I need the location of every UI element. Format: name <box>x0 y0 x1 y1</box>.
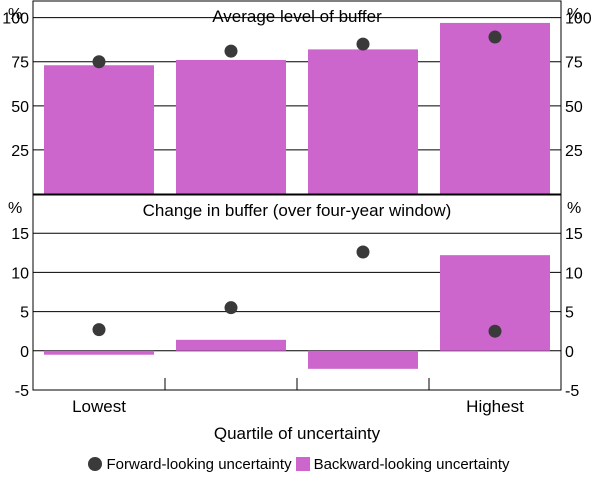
legend-item-forward: Forward-looking uncertainty <box>88 455 292 473</box>
bar-change-2 <box>176 339 286 351</box>
ytick-left-level: 100 <box>2 11 29 28</box>
panel-title-level: Average level of buffer <box>212 7 382 26</box>
dot-level-4 <box>488 30 502 44</box>
ytick-left-change: 5 <box>20 305 29 322</box>
ytick-right-level: 100 <box>565 11 592 28</box>
unit-left-change: % <box>8 200 22 217</box>
ytick-left-level: 25 <box>11 143 29 160</box>
ytick-right-change: 10 <box>565 265 583 282</box>
ytick-left-level: 50 <box>11 99 29 116</box>
bar-level-2 <box>176 59 286 194</box>
legend-label-backward: Backward-looking uncertainty <box>313 455 510 473</box>
ytick-right-change: -5 <box>565 383 579 400</box>
unit-right-level: % <box>567 6 581 23</box>
dot-level-2 <box>224 44 238 58</box>
ytick-left-change: 0 <box>20 344 29 361</box>
dot-change-4 <box>488 324 502 338</box>
bar-level-4 <box>440 22 550 194</box>
ytick-left-change: 15 <box>11 226 29 243</box>
ytick-right-level: 75 <box>565 55 583 72</box>
legend-item-backward: Backward-looking uncertainty <box>295 455 510 473</box>
x-axis-title: Quartile of uncertainty <box>214 424 381 443</box>
dot-change-1 <box>92 323 106 337</box>
dot-change-3 <box>356 245 370 259</box>
legend-dot-marker <box>88 457 103 471</box>
ytick-right-change: 15 <box>565 226 583 243</box>
legend-label-forward: Forward-looking uncertainty <box>106 455 292 473</box>
bar-level-1 <box>44 65 154 194</box>
bar-level-3 <box>308 49 418 194</box>
legend-bar-marker <box>295 457 310 471</box>
unit-left-level: % <box>8 6 22 23</box>
bar-change-1 <box>44 350 154 355</box>
ytick-left-change: -5 <box>15 383 29 400</box>
xtick-label-4: Highest <box>466 397 524 416</box>
bar-change-3 <box>308 350 418 369</box>
dot-change-2 <box>224 301 238 315</box>
ytick-left-level: 75 <box>11 55 29 72</box>
legend: Forward-looking uncertainty Backward-loo… <box>0 452 598 476</box>
ytick-right-level: 25 <box>565 143 583 160</box>
panel-frame-level <box>32 0 562 195</box>
ytick-right-change: 5 <box>565 305 574 322</box>
xtick-label-1: Lowest <box>72 397 126 416</box>
ytick-left-change: 10 <box>11 265 29 282</box>
dot-level-1 <box>92 55 106 69</box>
unit-right-change: % <box>567 200 581 217</box>
ytick-right-change: 0 <box>565 344 574 361</box>
dot-level-3 <box>356 37 370 51</box>
panel-title-change: Change in buffer (over four-year window) <box>143 201 452 220</box>
ytick-right-level: 50 <box>565 99 583 116</box>
